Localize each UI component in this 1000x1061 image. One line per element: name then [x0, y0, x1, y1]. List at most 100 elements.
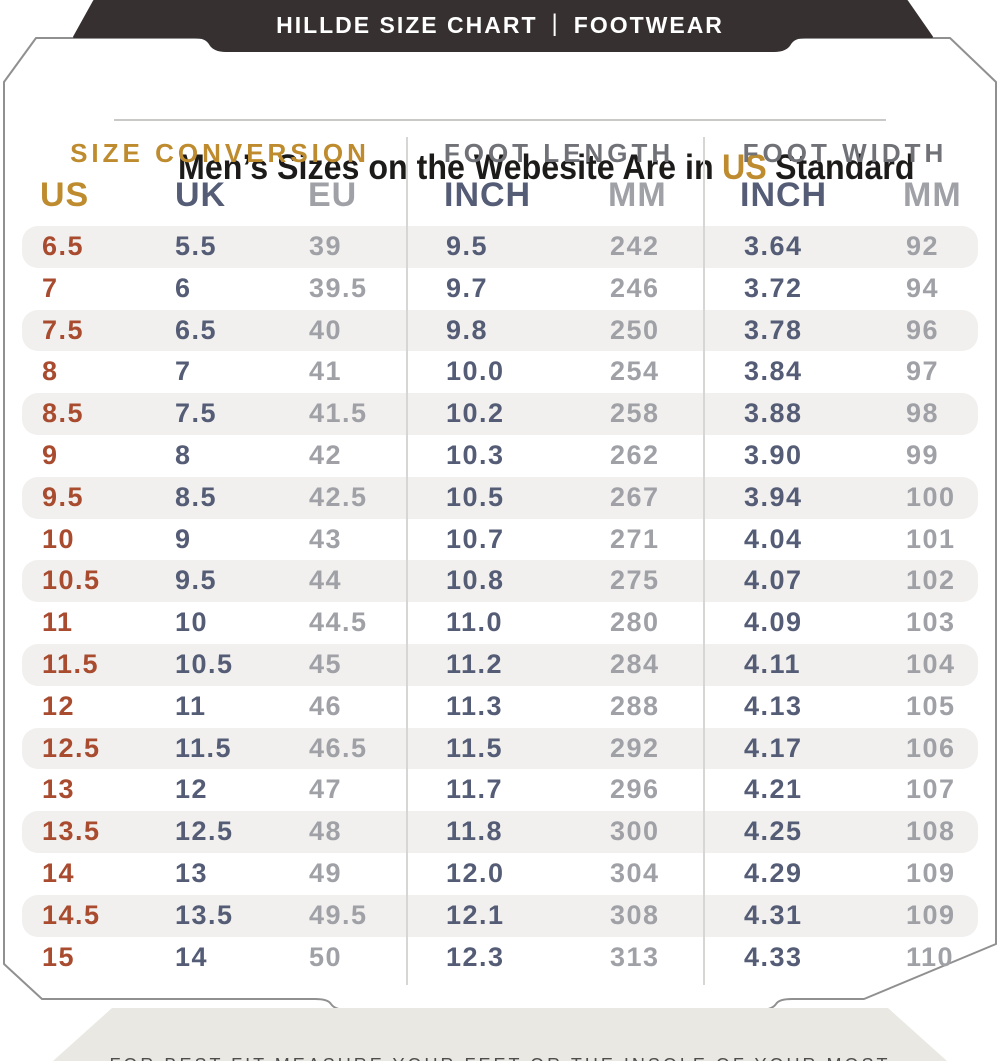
footer-note: FOR BEST FIT MEASURE YOUR FEET OR THE IN…	[0, 1013, 1000, 1061]
cell-length-mm: 288	[610, 690, 660, 721]
cell-length-inch: 11.2	[446, 648, 504, 679]
cell-width-mm: 101	[906, 523, 956, 554]
cell-us: 15	[42, 941, 76, 972]
cell-uk: 11	[175, 690, 207, 721]
cell-length-inch: 9.5	[446, 231, 489, 261]
table-row: 7 6 39.5 9.7 246 3.72 94	[22, 268, 978, 310]
cell-width-mm: 105	[906, 690, 956, 721]
cell-width-inch: 3.78	[744, 314, 803, 345]
table-row: 14.5 13.5 49.5 12.1 308 4.31 109	[22, 894, 978, 937]
table-row: 9 8 42 10.3 262 3.90 99	[22, 435, 978, 477]
cell-width-inch: 3.88	[744, 398, 803, 429]
table-row: 15 14 50 12.3 313 4.33 110	[22, 937, 978, 979]
banner-title-right: FOOTWEAR	[573, 11, 724, 38]
cell-length-inch: 11.8	[446, 816, 504, 847]
page-title-highlight: US	[721, 148, 767, 187]
column-header-uk: UK	[175, 176, 227, 214]
cell-length-inch: 12.0	[446, 857, 505, 888]
column-header-row: US UK EU INCH MM INCH MM	[22, 168, 978, 222]
cell-length-mm: 267	[610, 481, 660, 512]
cell-us: 8.5	[42, 398, 85, 429]
cell-width-inch: 4.07	[744, 565, 803, 596]
column-header-length-mm: MM	[608, 176, 667, 214]
table-row: 11.5 10.5 45 11.2 284 4.11 104	[22, 643, 978, 686]
table-row: 8.5 7.5 41.5 10.2 258 3.88 98	[22, 393, 978, 435]
cell-length-inch: 10.7	[446, 523, 505, 554]
page-title-suffix: Standard	[774, 148, 915, 187]
cell-uk: 5.5	[175, 231, 218, 261]
cell-length-inch: 11.7	[446, 774, 504, 805]
cell-width-inch: 3.72	[744, 272, 803, 303]
cell-eu: 45	[309, 648, 343, 679]
cell-width-mm: 100	[906, 481, 956, 512]
cell-length-inch: 10.0	[446, 356, 505, 387]
cell-eu: 40	[309, 314, 343, 345]
cell-length-mm: 250	[610, 314, 660, 345]
table-row: 9.5 8.5 42.5 10.5 267 3.94 100	[22, 476, 978, 519]
cell-length-mm: 300	[610, 816, 660, 847]
table-row: 10.5 9.5 44 10.8 275 4.07 102	[22, 560, 978, 603]
cell-length-inch: 10.3	[446, 439, 505, 470]
cell-width-inch: 3.90	[744, 439, 803, 470]
cell-width-mm: 108	[906, 816, 956, 847]
cell-width-mm: 97	[906, 356, 940, 387]
cell-width-inch: 4.13	[744, 690, 803, 721]
cell-eu: 48	[309, 816, 343, 847]
cell-eu: 47	[309, 774, 343, 805]
cell-width-mm: 103	[906, 607, 956, 638]
cell-length-mm: 313	[610, 941, 660, 972]
cell-width-mm: 107	[906, 774, 956, 805]
cell-width-inch: 4.04	[744, 523, 803, 554]
cell-us: 12	[42, 690, 76, 721]
cell-uk: 7	[175, 356, 192, 387]
table-row: 12 11 46 11.3 288 4.13 105	[22, 686, 978, 728]
cell-uk: 10.5	[175, 648, 234, 679]
cell-us: 14	[42, 857, 76, 888]
cell-us: 9	[42, 439, 59, 470]
cell-length-inch: 10.5	[446, 481, 505, 512]
cell-length-mm: 275	[610, 565, 660, 596]
page-title-prefix: Men’s Sizes on the Webesite Are in	[178, 148, 714, 187]
cell-us: 13	[42, 774, 76, 805]
cell-width-inch: 3.84	[744, 356, 803, 387]
cell-length-inch: 11.3	[446, 690, 504, 721]
cell-width-mm: 110	[906, 941, 955, 972]
table-row: 8 7 41 10.0 254 3.84 97	[22, 351, 978, 393]
cell-width-mm: 96	[906, 314, 940, 345]
cell-width-inch: 3.94	[744, 481, 803, 512]
cell-width-inch: 4.33	[744, 941, 803, 972]
cell-length-inch: 9.8	[446, 314, 489, 345]
cell-eu: 39.5	[309, 272, 368, 303]
cell-width-mm: 109	[906, 899, 956, 930]
cell-eu: 44	[309, 565, 343, 596]
cell-length-mm: 280	[610, 607, 660, 638]
cell-width-mm: 94	[906, 272, 940, 303]
banner-separator: |	[551, 10, 560, 37]
cell-length-inch: 11.5	[446, 732, 504, 763]
column-header-us: US	[40, 176, 90, 214]
cell-length-mm: 254	[610, 356, 660, 387]
cell-width-mm: 92	[906, 231, 940, 261]
cell-us: 12.5	[42, 732, 101, 763]
cell-width-inch: 4.21	[744, 774, 803, 805]
cell-width-inch: 4.29	[744, 857, 803, 888]
cell-us: 7	[42, 272, 59, 303]
section-divider-1	[406, 137, 408, 985]
cell-width-mm: 99	[906, 439, 940, 470]
group-header-row: SIZE CONVERSION FOOT LENGTH FOOT WIDTH	[22, 138, 978, 168]
cell-uk: 7.5	[175, 398, 218, 429]
cell-width-inch: 4.25	[744, 816, 803, 847]
table-row: 13.5 12.5 48 11.8 300 4.25 108	[22, 811, 978, 853]
cell-uk: 6	[175, 272, 192, 303]
section-divider-2	[703, 137, 705, 985]
cell-uk: 14	[175, 941, 209, 972]
column-header-width-inch: INCH	[740, 176, 828, 214]
cell-us: 10.5	[42, 565, 101, 596]
table-row: 13 12 47 11.7 296 4.21 107	[22, 769, 978, 811]
column-header-eu: EU	[308, 176, 358, 214]
column-header-length-inch: INCH	[444, 176, 532, 214]
cell-uk: 9	[175, 523, 192, 554]
cell-us: 7.5	[42, 314, 85, 345]
cell-us: 9.5	[42, 481, 85, 512]
